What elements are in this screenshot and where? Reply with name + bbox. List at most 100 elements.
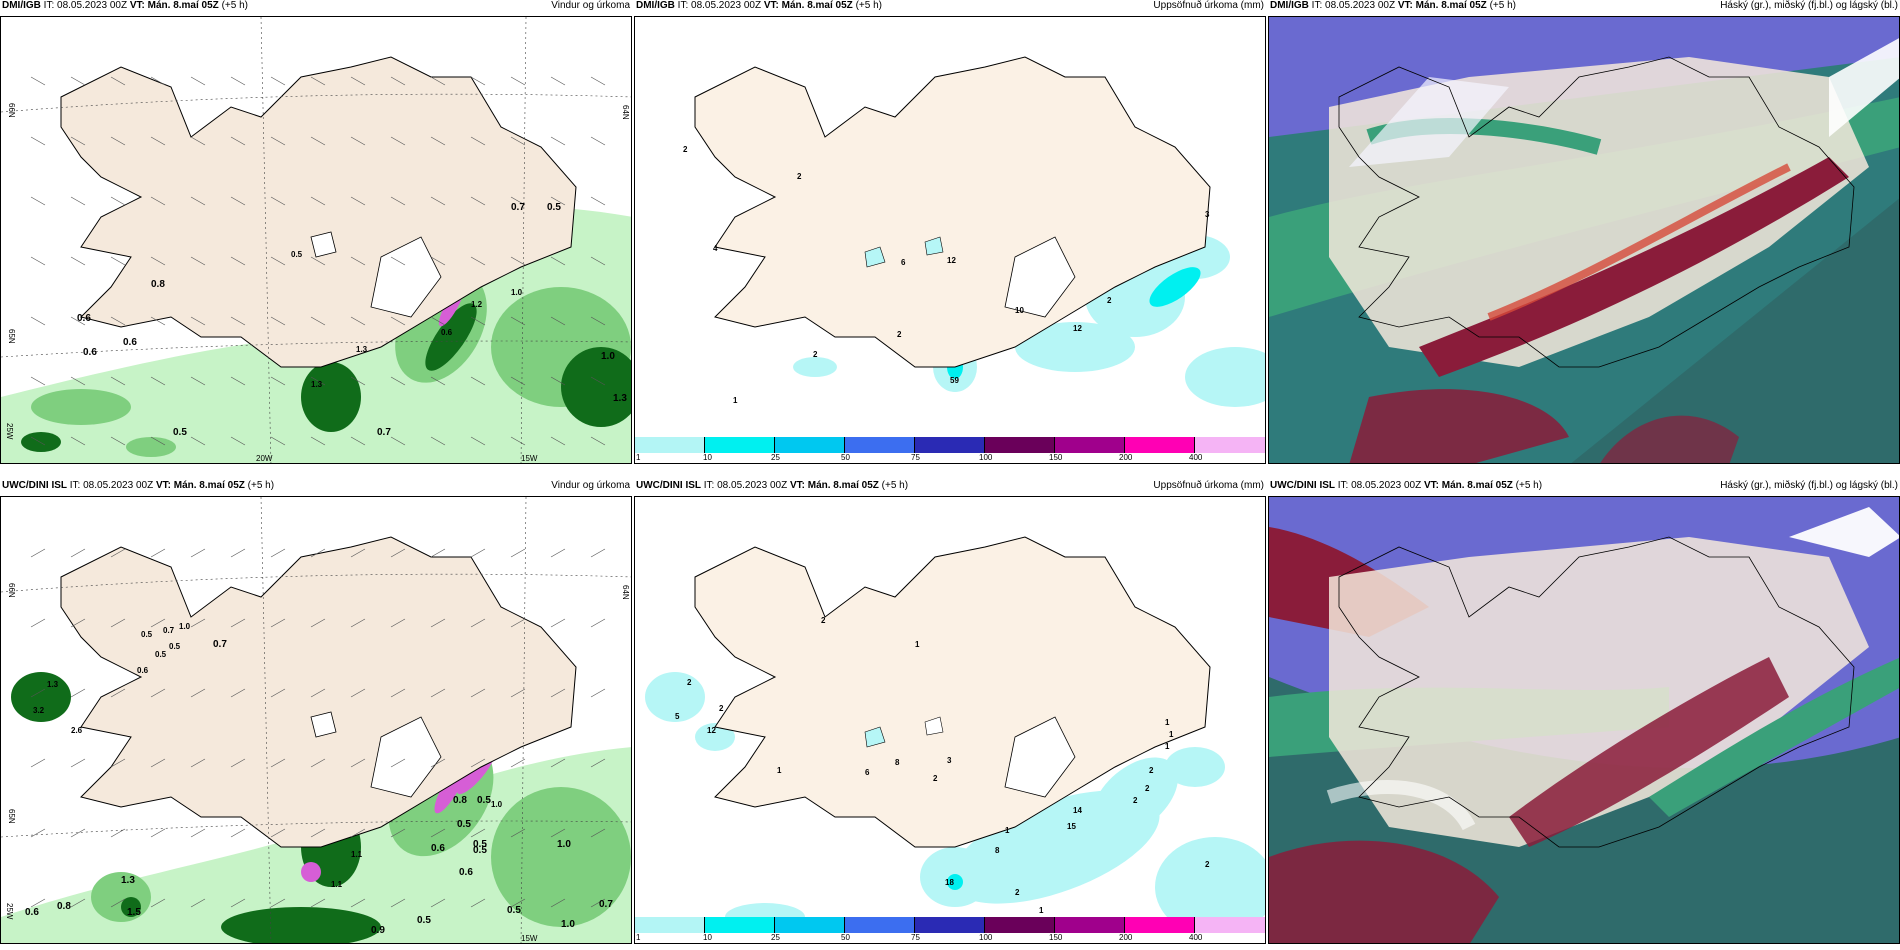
panel-2-map[interactable]: 2 2 4 12 6 2 10 2 2 12 1 59 3 [634, 16, 1266, 464]
acc-label: 2 [933, 774, 938, 783]
precip-label: 3.2 [33, 706, 45, 715]
acc-label: 2 [1133, 796, 1138, 805]
precip-label: 0.8 [151, 279, 165, 290]
panel-3-lead: (+5 h) [1489, 0, 1516, 11]
panel-3-header: DMI/IGB IT: 08.05.2023 00Z VT: Mán. 8.ma… [1268, 0, 1900, 13]
precip-label: 1.3 [356, 345, 368, 354]
precip-label: 0.8 [57, 901, 71, 912]
panel-2-header: DMI/IGB IT: 08.05.2023 00Z VT: Mán. 8.ma… [634, 0, 1266, 13]
wind-precip-map-dmi: 66N 65N 64N 25W 20W 15W 0.7 0.5 0.8 0.6 … [1, 17, 631, 463]
precip-label: 1.1 [351, 850, 363, 859]
precip-label: 1.3 [47, 680, 59, 689]
precip-label: 0.8 [453, 795, 467, 806]
precip-label: 0.5 [141, 630, 153, 639]
precip-label: 0.7 [377, 427, 391, 438]
acc-label: 59 [950, 376, 959, 385]
panel-3-it: IT: 08.05.2023 00Z [1311, 0, 1396, 11]
acc-label: 1 [1165, 718, 1170, 727]
precip-label: 1.3 [311, 380, 323, 389]
precip-label: 1.0 [179, 622, 191, 631]
panel-3-product: Háský (gr.), miðský (fj.bl.) og lágský (… [1720, 0, 1898, 11]
precip-label: 1.0 [491, 800, 503, 809]
colorbar-tick: 50 [841, 933, 850, 942]
land-iceland [60, 536, 577, 848]
wind-barbs [30, 76, 606, 446]
wind-barbs [30, 548, 606, 908]
panel-5-header: UWC/DINI ISL IT: 08.05.2023 00Z VT: Mán.… [634, 479, 1266, 493]
colorbar-tick: 1 [636, 933, 641, 942]
acc-label: 1 [1039, 906, 1044, 915]
precip-label: 1.3 [613, 393, 627, 404]
panel-4-map[interactable]: 66N 65N 64N 25W 15W 0.5 0.7 0.5 1.0 0.7 … [0, 496, 632, 944]
axis-66n: 66N [7, 103, 16, 118]
acc-label: 8 [895, 758, 900, 767]
colorbar-tick: 1 [636, 453, 641, 462]
precip-label: 0.6 [123, 337, 137, 348]
acc-label: 1 [777, 766, 782, 775]
acc-label: 8 [995, 846, 1000, 855]
colorbar-swatch-5 [915, 437, 985, 453]
colorbar-swatch-8 [1125, 437, 1195, 453]
acc-label: 3 [1205, 210, 1210, 219]
acc-label: 2 [1145, 784, 1150, 793]
precip-label: 0.5 [417, 915, 431, 926]
precip-label: 1.5 [127, 907, 141, 918]
panel-5-lead: (+5 h) [881, 480, 909, 491]
panel-6-map[interactable] [1268, 496, 1900, 944]
colorbar: 1 10 25 50 75 100 150 200 400 [635, 437, 1265, 463]
precip-label: 1.0 [511, 288, 523, 297]
precip-label: 1.0 [561, 919, 575, 930]
colorbar-tick: 200 [1119, 453, 1133, 462]
colorbar-swatch-9 [1195, 437, 1265, 453]
panel-3-map[interactable] [1268, 16, 1900, 464]
acc-label: 2 [687, 678, 692, 687]
acc-label: 6 [865, 768, 870, 777]
axis-25w: 25W [5, 423, 14, 440]
colorbar-swatch-4 [845, 917, 915, 933]
axis-20w: 20W [256, 454, 273, 463]
acc-label: 1 [1169, 730, 1174, 739]
colorbar-tick: 100 [979, 453, 993, 462]
acc-label: 15 [1067, 822, 1076, 831]
cloud-map-uwc [1269, 497, 1899, 943]
panel-4-product: Vindur og úrkoma [551, 480, 630, 491]
acc-label: 18 [945, 878, 954, 887]
colorbar-swatch-4 [845, 437, 915, 453]
acc-label: 2 [813, 350, 818, 359]
colorbar-tick: 10 [703, 453, 712, 462]
colorbar-swatch-6 [985, 917, 1055, 933]
precip-label: 0.9 [371, 925, 385, 936]
axis-labels: 66N 65N 64N 25W 15W [5, 583, 630, 943]
acc-label: 1 [915, 640, 920, 649]
colorbar-swatch-6 [985, 437, 1055, 453]
precip-label: 0.5 [547, 202, 561, 213]
colorbar-swatch-1 [635, 917, 705, 933]
acc-label: 10 [1015, 306, 1024, 315]
acc-labels: 2 2 5 12 2 1 1 6 8 3 2 1 14 15 2 2 2 1 8… [675, 616, 1210, 915]
acc-label: 6 [901, 258, 906, 267]
graticule [1, 17, 631, 463]
graticule [1, 497, 631, 943]
panel-6-model: UWC/DINI ISL [1270, 480, 1335, 491]
colorbar-swatch-2 [705, 437, 775, 453]
precip-label: 0.5 [477, 795, 491, 806]
panel-4-header: UWC/DINI ISL IT: 08.05.2023 00Z VT: Mán.… [0, 479, 632, 493]
precip-label: 0.7 [599, 899, 613, 910]
acc-label: 2 [897, 330, 902, 339]
precip-labels: 0.7 0.5 0.8 0.6 0.6 0.6 1.0 1.3 0.5 0.7 … [77, 202, 627, 438]
panel-1-map[interactable]: 66N 65N 64N 25W 20W 15W 0.7 0.5 0.8 0.6 … [0, 16, 632, 464]
precip-label: 1.0 [557, 839, 571, 850]
panel-5-model: UWC/DINI ISL [636, 480, 701, 491]
panel-5-map[interactable]: 2 2 5 12 2 1 1 6 8 3 2 1 14 15 2 2 2 1 8… [634, 496, 1266, 944]
colorbar-swatch-1 [635, 437, 705, 453]
panel-6-product: Háský (gr.), miðský (fj.bl.) og lágský (… [1720, 480, 1898, 491]
colorbar-swatch-3 [775, 437, 845, 453]
accum-precip-map-uwc: 2 2 5 12 2 1 1 6 8 3 2 1 14 15 2 2 2 1 8… [645, 536, 1265, 937]
acc-label: 12 [707, 726, 716, 735]
panel-3-vt: VT: Mán. 8.maí 05Z [1397, 0, 1487, 11]
colorbar-tick: 75 [911, 933, 920, 942]
acc-label: 2 [797, 172, 802, 181]
precip-label: 2.6 [71, 726, 83, 735]
acc-label: 2 [1107, 296, 1112, 305]
panel-1-vt: VT: Mán. 8.maí 05Z [129, 0, 219, 11]
